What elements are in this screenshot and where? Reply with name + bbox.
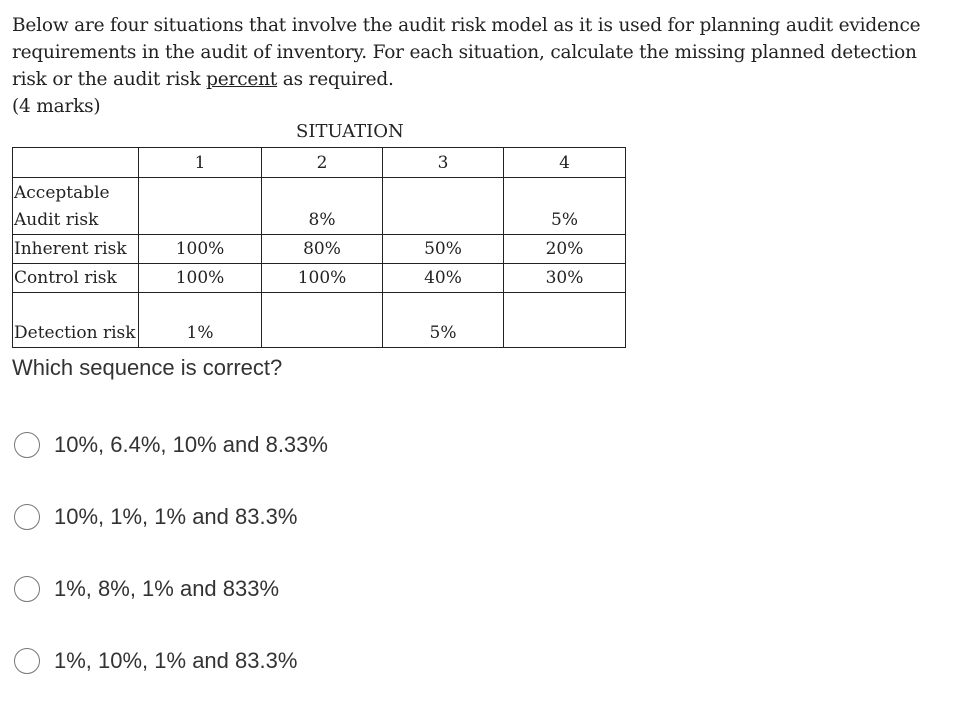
table-header-row: 1 2 3 4 <box>12 147 626 178</box>
answer-option-4[interactable]: 1%, 10%, 1% and 83.3% <box>14 643 328 679</box>
radio-button-icon[interactable] <box>14 504 40 530</box>
question-underlined-word: percent <box>206 69 278 90</box>
option-label[interactable]: 10%, 6.4%, 10% and 8.33% <box>54 432 328 457</box>
row-label: Detection risk <box>12 292 139 348</box>
question-marks: (4 marks) <box>12 96 101 117</box>
answer-options: 10%, 6.4%, 10% and 8.33% 10%, 1%, 1% and… <box>14 427 328 715</box>
column-header: 4 <box>503 147 626 178</box>
table-cell: 30% <box>503 263 626 293</box>
option-label[interactable]: 1%, 10%, 1% and 83.3% <box>54 648 298 673</box>
table-title: SITUATION <box>296 121 404 142</box>
column-header: 2 <box>261 147 383 178</box>
table-row: Acceptable Audit risk 8% 5% <box>12 177 626 235</box>
option-label[interactable]: 1%, 8%, 1% and 833% <box>54 576 280 601</box>
table-cell: 100% <box>138 263 262 293</box>
table-cell: 1% <box>138 292 262 348</box>
table-cell: 8% <box>261 177 383 235</box>
table-cell: 50% <box>382 234 504 264</box>
answer-option-3[interactable]: 1%, 8%, 1% and 833% <box>14 571 328 607</box>
column-header: 3 <box>382 147 504 178</box>
table-row: Detection risk 1% 5% <box>12 292 626 348</box>
table-row: Control risk 100% 100% 40% 30% <box>12 263 626 293</box>
question-intro: Below are four situations that involve t… <box>12 15 921 90</box>
header-corner <box>12 147 139 178</box>
table-cell <box>261 292 383 348</box>
row-label: Control risk <box>12 263 139 293</box>
answer-option-2[interactable]: 10%, 1%, 1% and 83.3% <box>14 499 328 535</box>
table-cell: 100% <box>138 234 262 264</box>
table-cell <box>503 292 626 348</box>
radio-button-icon[interactable] <box>14 576 40 602</box>
question-text: Below are four situations that involve t… <box>12 12 932 120</box>
question-outro: as required. <box>277 69 394 90</box>
row-label: Acceptable Audit risk <box>12 177 139 235</box>
table-cell: 20% <box>503 234 626 264</box>
column-header: 1 <box>138 147 262 178</box>
question-prompt: Which sequence is correct? <box>12 355 283 380</box>
table-cell <box>138 177 262 235</box>
table-cell: 5% <box>503 177 626 235</box>
row-label: Inherent risk <box>12 234 139 264</box>
audit-risk-table: 1 2 3 4 Acceptable Audit risk 8% 5% Inhe… <box>12 147 626 348</box>
table-cell: 5% <box>382 292 504 348</box>
radio-button-icon[interactable] <box>14 432 40 458</box>
radio-button-icon[interactable] <box>14 648 40 674</box>
answer-option-1[interactable]: 10%, 6.4%, 10% and 8.33% <box>14 427 328 463</box>
table-cell <box>382 177 504 235</box>
table-cell: 40% <box>382 263 504 293</box>
option-label[interactable]: 10%, 1%, 1% and 83.3% <box>54 504 298 529</box>
table-cell: 100% <box>261 263 383 293</box>
table-cell: 80% <box>261 234 383 264</box>
table-row: Inherent risk 100% 80% 50% 20% <box>12 234 626 264</box>
